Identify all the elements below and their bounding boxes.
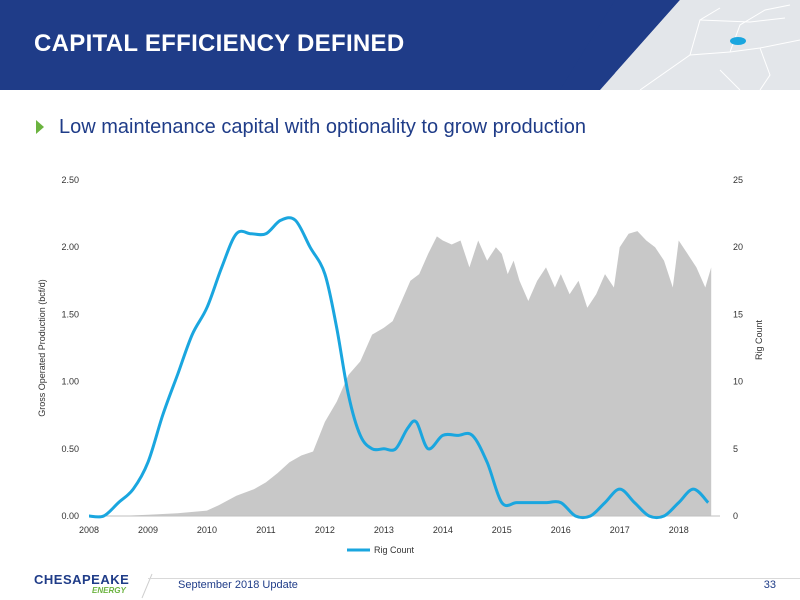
y-left-tick-label: 1.00 bbox=[61, 377, 79, 387]
rig-count-line bbox=[88, 216, 710, 520]
bullet-text: Low maintenance capital with optionality… bbox=[59, 116, 586, 138]
page-title: CAPITAL EFFICIENCY DEFINED bbox=[34, 30, 405, 57]
y-right-tick-label: 15 bbox=[733, 309, 743, 319]
y-right-tick-label: 10 bbox=[733, 377, 743, 387]
x-tick-label: 2016 bbox=[551, 525, 571, 535]
y-left-tick-label: 0.00 bbox=[61, 511, 79, 521]
y-right-tick-label: 25 bbox=[733, 175, 743, 185]
y-left-axis-title: Gross Operated Production (bcf/d) bbox=[37, 279, 47, 417]
x-tick-label: 2014 bbox=[433, 525, 453, 535]
logo-wordmark: CHESAPEAKE bbox=[34, 572, 130, 587]
x-tick-label: 2010 bbox=[197, 525, 217, 535]
map-state-lines bbox=[639, 4, 800, 90]
y-left-tick-label: 2.00 bbox=[61, 242, 79, 252]
y-right-tick-label: 20 bbox=[733, 242, 743, 252]
chart: 2008 2009 2010 2011 2012 2013 2014 2015 2016 2017… bbox=[37, 175, 764, 555]
footer-date: September 2018 Update bbox=[178, 579, 298, 591]
x-tick-label: 2009 bbox=[138, 525, 158, 535]
x-tick-label: 2011 bbox=[256, 525, 275, 535]
bullet-arrow-icon bbox=[36, 120, 44, 134]
footer-rule bbox=[148, 578, 800, 579]
header-diagonal bbox=[560, 0, 680, 90]
y-left-tick-label: 2.50 bbox=[61, 175, 79, 185]
y-right-axis-title: Rig Count bbox=[754, 319, 764, 360]
production-area bbox=[89, 231, 712, 516]
y-left-tick-label: 1.50 bbox=[61, 309, 79, 319]
logo-subtext: ENERGY bbox=[92, 586, 126, 595]
header-background bbox=[0, 0, 615, 90]
map-highlight-marker bbox=[730, 37, 746, 45]
y-right-tick-label: 0 bbox=[733, 511, 738, 521]
x-tick-label: 2012 bbox=[315, 525, 335, 535]
x-tick-label: 2013 bbox=[374, 525, 394, 535]
x-tick-label: 2008 bbox=[79, 525, 99, 535]
company-logo: CHESAPEAKE ENERGY bbox=[34, 572, 129, 596]
y-right-tick-label: 5 bbox=[733, 444, 738, 454]
x-tick-label: 2018 bbox=[669, 525, 689, 535]
x-tick-label: 2017 bbox=[610, 525, 630, 535]
page-number: 33 bbox=[763, 579, 776, 591]
legend-label-rig-count: Rig Count bbox=[374, 545, 415, 555]
footer-divider-slash bbox=[141, 573, 153, 599]
y-left-tick-label: 0.50 bbox=[61, 444, 79, 454]
header-graphic bbox=[0, 0, 800, 90]
x-tick-label: 2015 bbox=[492, 525, 512, 535]
header-banner: CAPITAL EFFICIENCY DEFINED bbox=[0, 0, 800, 90]
